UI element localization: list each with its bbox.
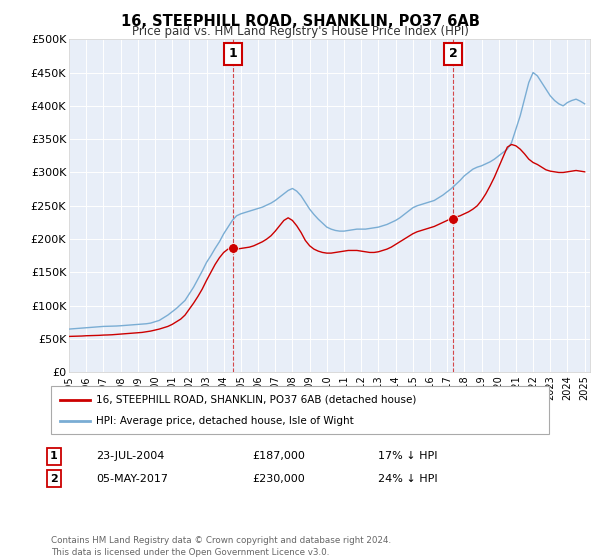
Text: 16, STEEPHILL ROAD, SHANKLIN, PO37 6AB (detached house): 16, STEEPHILL ROAD, SHANKLIN, PO37 6AB (… (96, 395, 416, 405)
Text: 2: 2 (50, 474, 58, 484)
Text: 05-MAY-2017: 05-MAY-2017 (96, 474, 168, 484)
Text: Contains HM Land Registry data © Crown copyright and database right 2024.
This d: Contains HM Land Registry data © Crown c… (51, 536, 391, 557)
Text: 17% ↓ HPI: 17% ↓ HPI (378, 451, 437, 461)
Text: Price paid vs. HM Land Registry's House Price Index (HPI): Price paid vs. HM Land Registry's House … (131, 25, 469, 38)
Text: 24% ↓ HPI: 24% ↓ HPI (378, 474, 437, 484)
Text: 16, STEEPHILL ROAD, SHANKLIN, PO37 6AB: 16, STEEPHILL ROAD, SHANKLIN, PO37 6AB (121, 14, 479, 29)
Text: 1: 1 (229, 48, 238, 60)
Text: £187,000: £187,000 (252, 451, 305, 461)
Text: 23-JUL-2004: 23-JUL-2004 (96, 451, 164, 461)
Text: 1: 1 (50, 451, 58, 461)
Text: 2: 2 (449, 48, 458, 60)
Text: HPI: Average price, detached house, Isle of Wight: HPI: Average price, detached house, Isle… (96, 416, 354, 426)
Text: £230,000: £230,000 (252, 474, 305, 484)
